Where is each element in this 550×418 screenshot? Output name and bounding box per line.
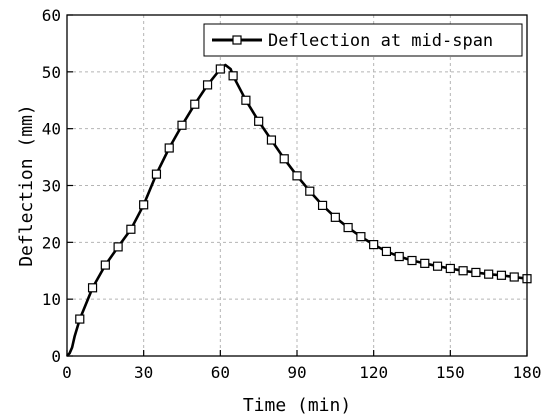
legend-marker — [232, 35, 242, 45]
data-point-marker — [330, 212, 340, 222]
x-tick-label: 90 — [287, 363, 306, 382]
series-layer — [66, 63, 532, 357]
data-point-marker — [164, 143, 174, 153]
data-point-marker — [343, 222, 353, 233]
data-point-marker — [113, 242, 123, 252]
data-point-marker — [432, 261, 443, 271]
legend-label: Deflection at mid-span — [268, 31, 493, 51]
data-point-marker — [241, 95, 251, 105]
data-point-marker — [151, 169, 162, 179]
data-point-marker — [87, 283, 98, 293]
data-point-marker — [215, 64, 225, 74]
data-point-marker — [496, 270, 507, 280]
y-axis-label: Deflection (mm) — [16, 104, 37, 267]
x-tick-label: 150 — [436, 363, 465, 382]
y-tick-label: 0 — [51, 347, 61, 366]
data-point-marker — [177, 120, 187, 130]
y-tick-label: 40 — [42, 120, 61, 139]
data-point-marker — [190, 99, 200, 109]
data-point-marker — [356, 232, 366, 242]
x-tick-label: 180 — [513, 363, 542, 382]
data-point-marker — [266, 135, 277, 145]
legend: Deflection at mid-span — [203, 23, 523, 57]
x-tick-label: 30 — [134, 363, 153, 382]
x-axis-label: Time (min) — [243, 395, 351, 416]
data-point-marker — [407, 255, 417, 266]
data-point-marker — [317, 200, 328, 210]
data-point-marker — [100, 260, 110, 270]
y-tick-label: 10 — [42, 290, 61, 309]
x-tick-label: 0 — [62, 363, 72, 382]
y-tick-label: 30 — [42, 177, 61, 196]
data-point-marker — [458, 266, 468, 276]
y-tick-label: 50 — [42, 63, 61, 82]
data-point-marker — [126, 224, 136, 234]
axis-ticks: 0 30 60 90 120 150 180 0 10 20 30 40 50 60 — [42, 6, 542, 382]
y-tick-label: 60 — [42, 6, 61, 25]
data-point-marker — [369, 240, 379, 250]
data-point-marker — [420, 258, 430, 268]
data-point-marker — [228, 71, 238, 81]
data-point-marker — [305, 186, 315, 196]
data-point-marker — [509, 272, 519, 282]
data-point-marker — [445, 263, 455, 274]
x-tick-label: 120 — [359, 363, 388, 382]
data-point-marker — [202, 80, 213, 90]
data-point-marker — [254, 116, 264, 126]
data-point-marker — [139, 200, 149, 210]
data-point-marker — [292, 171, 302, 181]
data-point-marker — [471, 267, 481, 278]
data-point-marker — [484, 269, 494, 279]
data-point-marker — [279, 154, 289, 164]
y-tick-label: 20 — [42, 233, 61, 252]
data-point-marker — [75, 314, 85, 324]
data-point-marker — [394, 251, 404, 262]
x-tick-label: 60 — [211, 363, 230, 382]
data-point-marker — [381, 246, 392, 257]
